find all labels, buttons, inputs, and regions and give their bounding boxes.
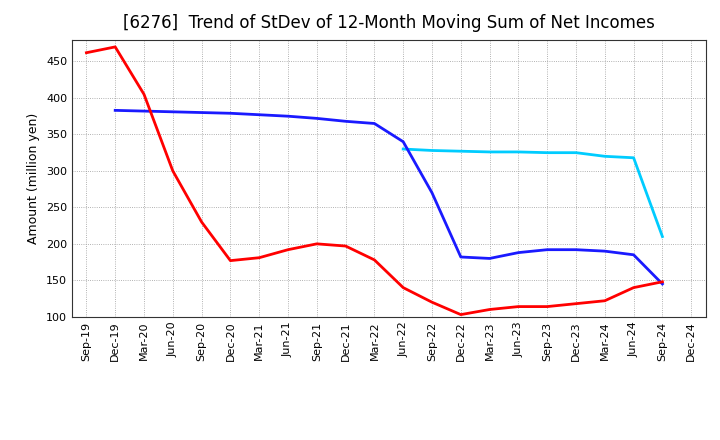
3 Years <box>629 285 638 290</box>
5 Years <box>341 119 350 124</box>
5 Years <box>111 108 120 113</box>
7 Years <box>485 149 494 154</box>
3 Years <box>485 307 494 312</box>
3 Years <box>600 298 609 304</box>
5 Years <box>312 116 321 121</box>
7 Years <box>428 148 436 153</box>
3 Years <box>312 241 321 246</box>
5 Years <box>629 252 638 257</box>
7 Years <box>600 154 609 159</box>
3 Years <box>111 44 120 50</box>
7 Years <box>514 149 523 154</box>
5 Years <box>543 247 552 252</box>
5 Years <box>514 250 523 255</box>
7 Years <box>543 150 552 155</box>
Line: 3 Years: 3 Years <box>86 47 662 315</box>
5 Years <box>370 121 379 126</box>
Y-axis label: Amount (million yen): Amount (million yen) <box>27 113 40 244</box>
3 Years <box>572 301 580 306</box>
5 Years <box>197 110 206 115</box>
5 Years <box>600 249 609 254</box>
7 Years <box>399 147 408 152</box>
3 Years <box>168 168 177 173</box>
3 Years <box>255 255 264 260</box>
3 Years <box>140 92 148 97</box>
5 Years <box>428 190 436 195</box>
5 Years <box>456 254 465 260</box>
5 Years <box>572 247 580 252</box>
3 Years <box>284 247 292 252</box>
3 Years <box>82 50 91 55</box>
5 Years <box>226 110 235 116</box>
3 Years <box>341 243 350 249</box>
7 Years <box>572 150 580 155</box>
5 Years <box>255 112 264 117</box>
5 Years <box>140 108 148 114</box>
Line: 7 Years: 7 Years <box>403 149 662 237</box>
7 Years <box>456 149 465 154</box>
3 Years <box>514 304 523 309</box>
Line: 5 Years: 5 Years <box>115 110 662 284</box>
3 Years <box>543 304 552 309</box>
3 Years <box>399 285 408 290</box>
3 Years <box>226 258 235 263</box>
5 Years <box>399 139 408 144</box>
7 Years <box>658 234 667 239</box>
5 Years <box>485 256 494 261</box>
3 Years <box>658 279 667 284</box>
3 Years <box>456 312 465 317</box>
5 Years <box>284 114 292 119</box>
Title: [6276]  Trend of StDev of 12-Month Moving Sum of Net Incomes: [6276] Trend of StDev of 12-Month Moving… <box>123 15 654 33</box>
3 Years <box>370 257 379 263</box>
7 Years <box>629 155 638 161</box>
3 Years <box>428 300 436 305</box>
3 Years <box>197 219 206 224</box>
5 Years <box>658 281 667 286</box>
5 Years <box>168 109 177 114</box>
